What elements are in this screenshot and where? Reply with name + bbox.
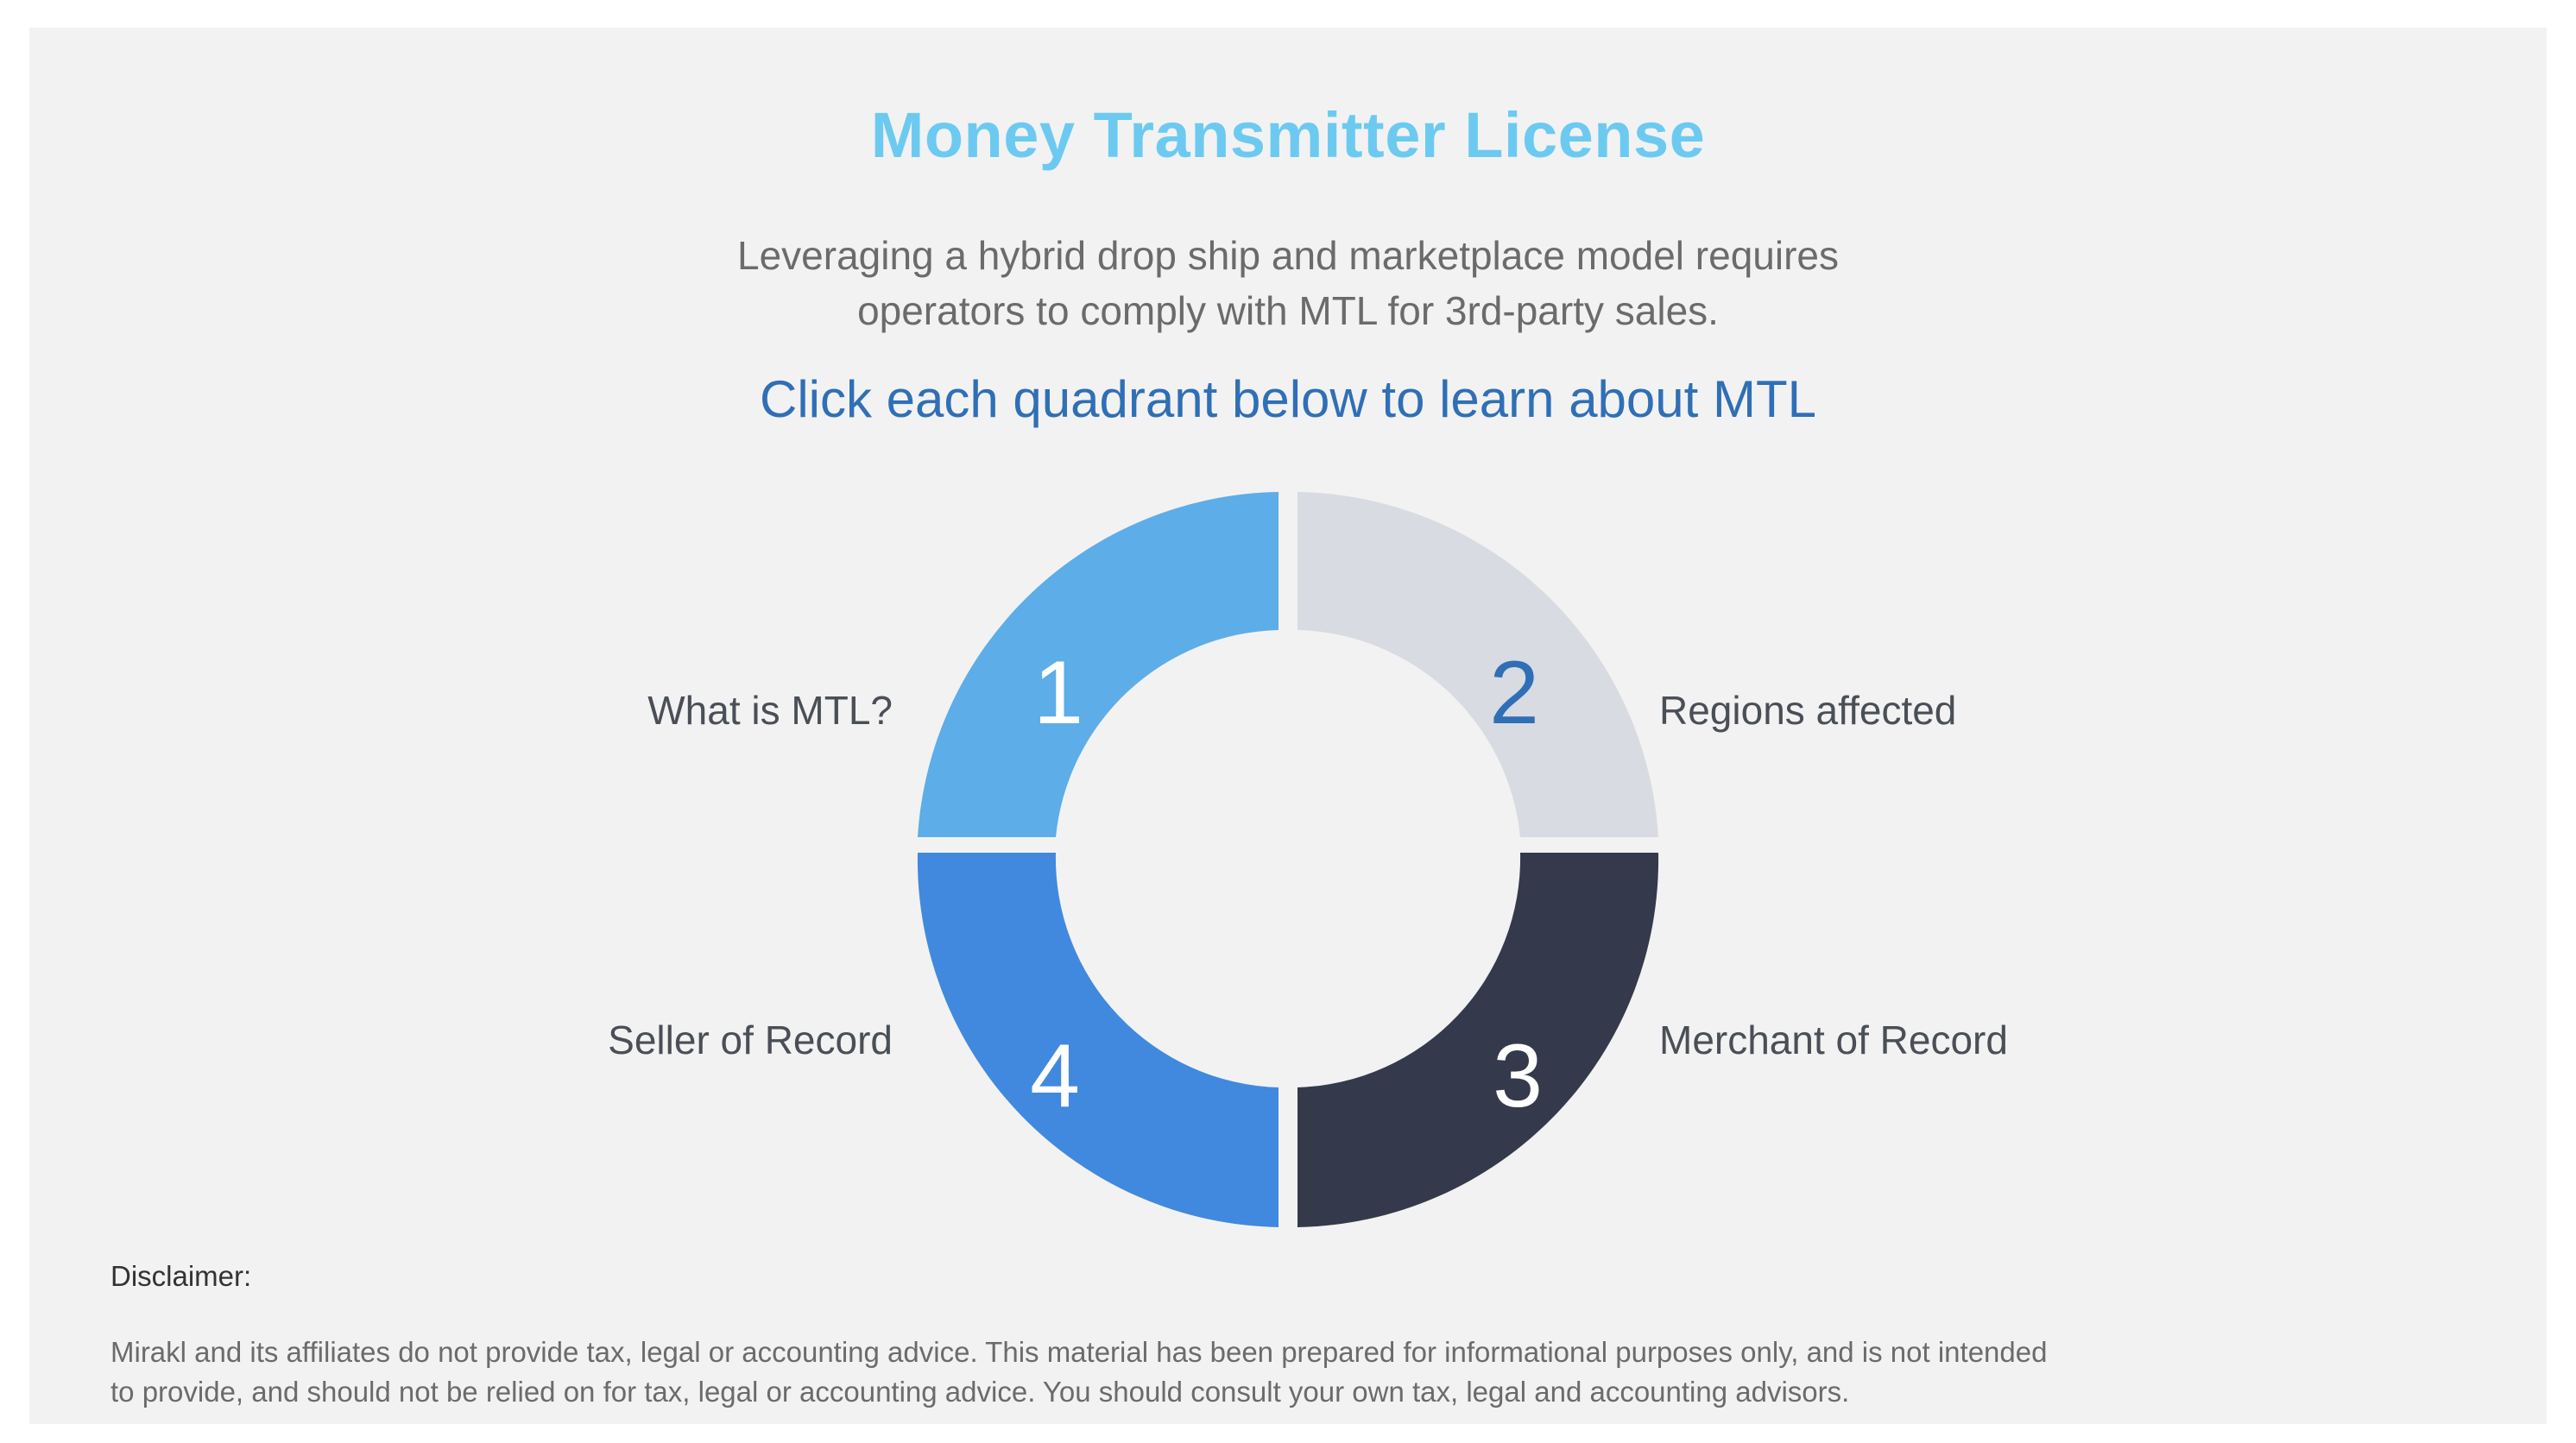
quadrant-3-label[interactable]: Merchant of Record xyxy=(1659,1018,2008,1062)
disclaimer-line-1: Mirakl and its affiliates do not provide… xyxy=(110,1336,2048,1368)
quadrant-3-number: 3 xyxy=(1493,1026,1543,1126)
disclaimer-line-2: to provide, and should not be relied on … xyxy=(110,1376,1850,1408)
quadrant-ring: 1 2 3 4 xyxy=(917,492,1659,1227)
quadrant-2-label[interactable]: Regions affected xyxy=(1659,688,1957,733)
instruction-heading: Click each quadrant below to learn about… xyxy=(759,370,1817,428)
quadrant-4-number: 4 xyxy=(1030,1026,1080,1126)
disclaimer-text: Mirakl and its affiliates do not provide… xyxy=(110,1333,2096,1412)
quadrant-2[interactable]: 2 xyxy=(1297,492,1658,837)
quadrant-2-segment[interactable] xyxy=(1297,492,1658,837)
quadrant-1-number: 1 xyxy=(1033,643,1083,743)
quadrant-2-number: 2 xyxy=(1489,643,1539,743)
quadrant-4[interactable]: 4 xyxy=(917,853,1279,1227)
quadrant-4-label[interactable]: Seller of Record xyxy=(608,1018,893,1062)
page-title: Money Transmitter License xyxy=(870,99,1706,171)
quadrant-3-segment[interactable] xyxy=(1297,853,1659,1227)
quadrant-1[interactable]: 1 xyxy=(918,492,1279,837)
subtitle: Leveraging a hybrid drop ship and market… xyxy=(29,228,2547,338)
quadrant-1-label[interactable]: What is MTL? xyxy=(647,688,893,733)
subtitle-line-1: Leveraging a hybrid drop ship and market… xyxy=(737,233,1839,278)
content-panel: Money Transmitter License Leveraging a h… xyxy=(29,28,2547,1424)
subtitle-line-2: operators to comply with MTL for 3rd-par… xyxy=(857,288,1719,333)
quadrant-1-segment[interactable] xyxy=(918,492,1279,837)
disclaimer-heading: Disclaimer: xyxy=(110,1260,252,1292)
quadrant-3[interactable]: 3 xyxy=(1297,853,1659,1227)
quadrant-4-segment[interactable] xyxy=(917,853,1279,1227)
